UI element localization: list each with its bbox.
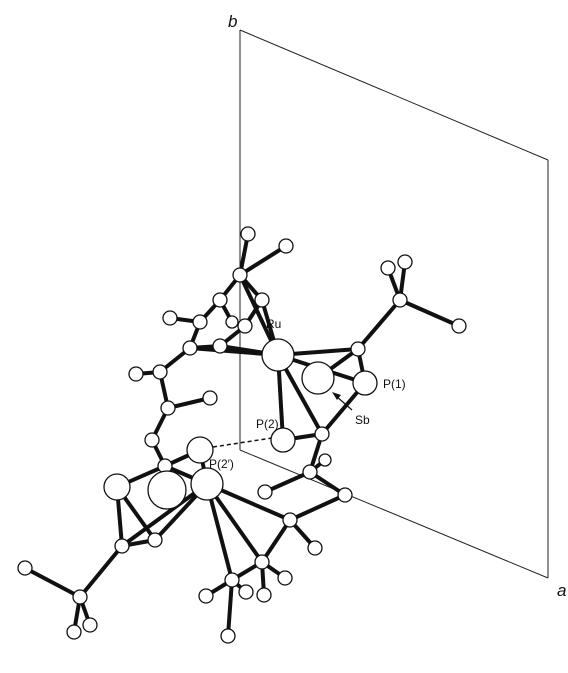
atom (451, 318, 467, 334)
atom-label: P(1) (383, 377, 406, 391)
atom (114, 538, 130, 554)
atom (254, 292, 270, 308)
atom (212, 338, 228, 354)
atom (82, 617, 98, 633)
atom (301, 361, 335, 395)
atom-label: P(2′) (209, 457, 234, 471)
atom (147, 532, 163, 548)
atom (128, 366, 144, 382)
atom-label: P(2) (256, 417, 279, 431)
atom (380, 260, 396, 276)
atom (162, 310, 178, 326)
bond (263, 470, 312, 494)
atom (225, 315, 239, 329)
atom (256, 587, 272, 603)
atom (350, 341, 366, 357)
atom (212, 292, 228, 308)
atom (278, 238, 294, 254)
atom (318, 453, 332, 467)
bond (398, 298, 461, 328)
atom (307, 540, 323, 556)
atom (224, 572, 240, 588)
atom (282, 512, 298, 528)
atom (17, 560, 33, 576)
atom (182, 340, 198, 356)
axis-label: a (557, 581, 566, 600)
atom (220, 628, 236, 644)
atom (254, 554, 270, 570)
atom (337, 487, 353, 503)
bond (238, 244, 288, 277)
atom-label: Ru (266, 317, 281, 331)
arrow-line (335, 395, 353, 411)
atom (66, 624, 82, 640)
atom (240, 226, 256, 242)
bond (120, 482, 209, 548)
bond (288, 493, 347, 522)
atom (314, 426, 330, 442)
bond (356, 298, 402, 351)
atom (302, 464, 318, 480)
bond (78, 544, 124, 599)
bonds (23, 232, 461, 638)
bond (226, 578, 234, 638)
atom-label: Sb (355, 413, 370, 427)
cell-edge (239, 29, 549, 161)
bond (260, 518, 292, 564)
atom (257, 484, 273, 500)
atom (238, 584, 254, 600)
atom (144, 432, 160, 448)
cell-edge (239, 449, 549, 579)
atom (160, 400, 176, 416)
atom (192, 314, 208, 330)
atom (261, 338, 295, 372)
atom (237, 318, 253, 334)
atom (202, 390, 218, 406)
atom (352, 370, 378, 396)
bond (23, 566, 82, 599)
arrow-head (332, 392, 341, 400)
atom (392, 292, 408, 308)
unit-cell (239, 29, 549, 579)
axis-label: b (228, 12, 237, 31)
dashed-bond (212, 437, 273, 448)
atom (72, 589, 88, 605)
atom (198, 588, 214, 604)
atoms (17, 226, 467, 644)
atom (190, 467, 224, 501)
atom (103, 473, 131, 501)
atom (397, 254, 413, 270)
atom (186, 436, 214, 464)
atom (152, 364, 168, 380)
atom (147, 470, 187, 510)
atom (277, 570, 293, 586)
atom (270, 427, 296, 453)
atom (232, 267, 248, 283)
